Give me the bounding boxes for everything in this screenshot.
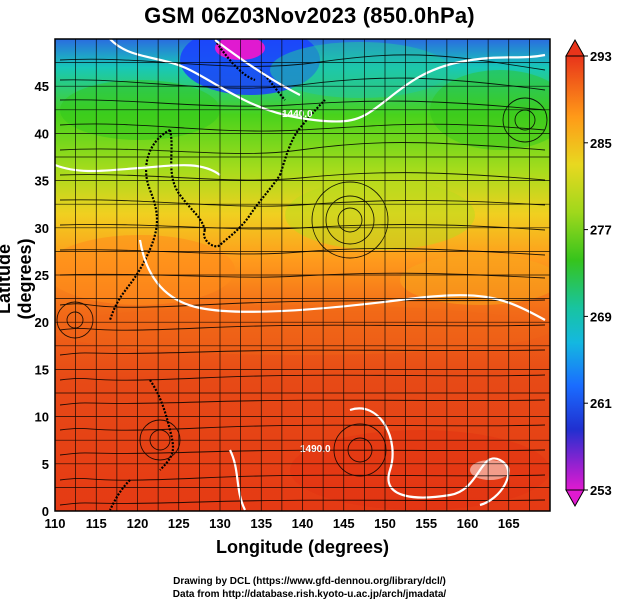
x-tick-label: 155: [415, 516, 437, 531]
x-tick-label: 130: [209, 516, 231, 531]
x-tick-label: 145: [333, 516, 355, 531]
y-tick-label: 0: [42, 504, 49, 519]
x-tick-label: 165: [498, 516, 520, 531]
plot-frame: [54, 38, 551, 512]
y-tick-label: 20: [35, 315, 49, 330]
contour-label-1: 1440.0: [282, 109, 313, 120]
colorbar-top-arrow: [565, 38, 585, 57]
y-tick-label: 40: [35, 126, 49, 141]
x-axis: 110 115 120 125 130 135 140 145 150 155 160 165: [45, 516, 520, 531]
x-tick-label: 115: [86, 516, 107, 531]
colorbar-tick-label: 253: [590, 483, 612, 498]
colorbar-bottom-arrow: [565, 489, 585, 508]
colorbar-tick-label: 261: [590, 396, 612, 411]
x-axis-label: Longitude (degrees): [215, 537, 389, 557]
colorbar-tick-label: 277: [590, 223, 612, 238]
x-tick-label: 120: [127, 516, 149, 531]
y-tick-label: 35: [35, 174, 49, 189]
y-axis: 0 5 10 15 20 25 30 35 40 45: [35, 79, 49, 519]
y-tick-label: 15: [35, 362, 49, 377]
x-tick-label: 160: [457, 516, 479, 531]
credit-drawing: Drawing by DCL (https://www.gfd-dennou.o…: [173, 576, 446, 587]
contour-label-2: 1490.0: [300, 444, 331, 455]
temperature-field: [55, 39, 550, 511]
x-tick-label: 110: [45, 516, 66, 531]
colorbar: 293 285 277 269 261 253: [565, 38, 612, 508]
colorbar-tick-label: 293: [590, 49, 612, 64]
y-axis-label: Latitude (degrees): [0, 238, 35, 320]
x-tick-label: 140: [292, 516, 314, 531]
y-tick-label: 30: [35, 221, 49, 236]
colorbar-tick-label: 285: [590, 136, 612, 151]
colorbar-tick-label: 269: [590, 309, 612, 324]
map-title: GSM 06Z03Nov2023 (850.0hPa): [144, 3, 475, 28]
y-tick-label: 5: [42, 457, 49, 472]
y-tick-label: 25: [35, 268, 49, 283]
x-tick-label: 135: [250, 516, 272, 531]
y-tick-label: 10: [35, 410, 49, 425]
x-tick-label: 125: [168, 516, 190, 531]
grid-lines: [54, 38, 551, 512]
x-tick-label: 150: [374, 516, 396, 531]
credit-data: Data from http://database.rish.kyoto-u.a…: [172, 589, 447, 600]
y-tick-label: 45: [35, 79, 49, 94]
